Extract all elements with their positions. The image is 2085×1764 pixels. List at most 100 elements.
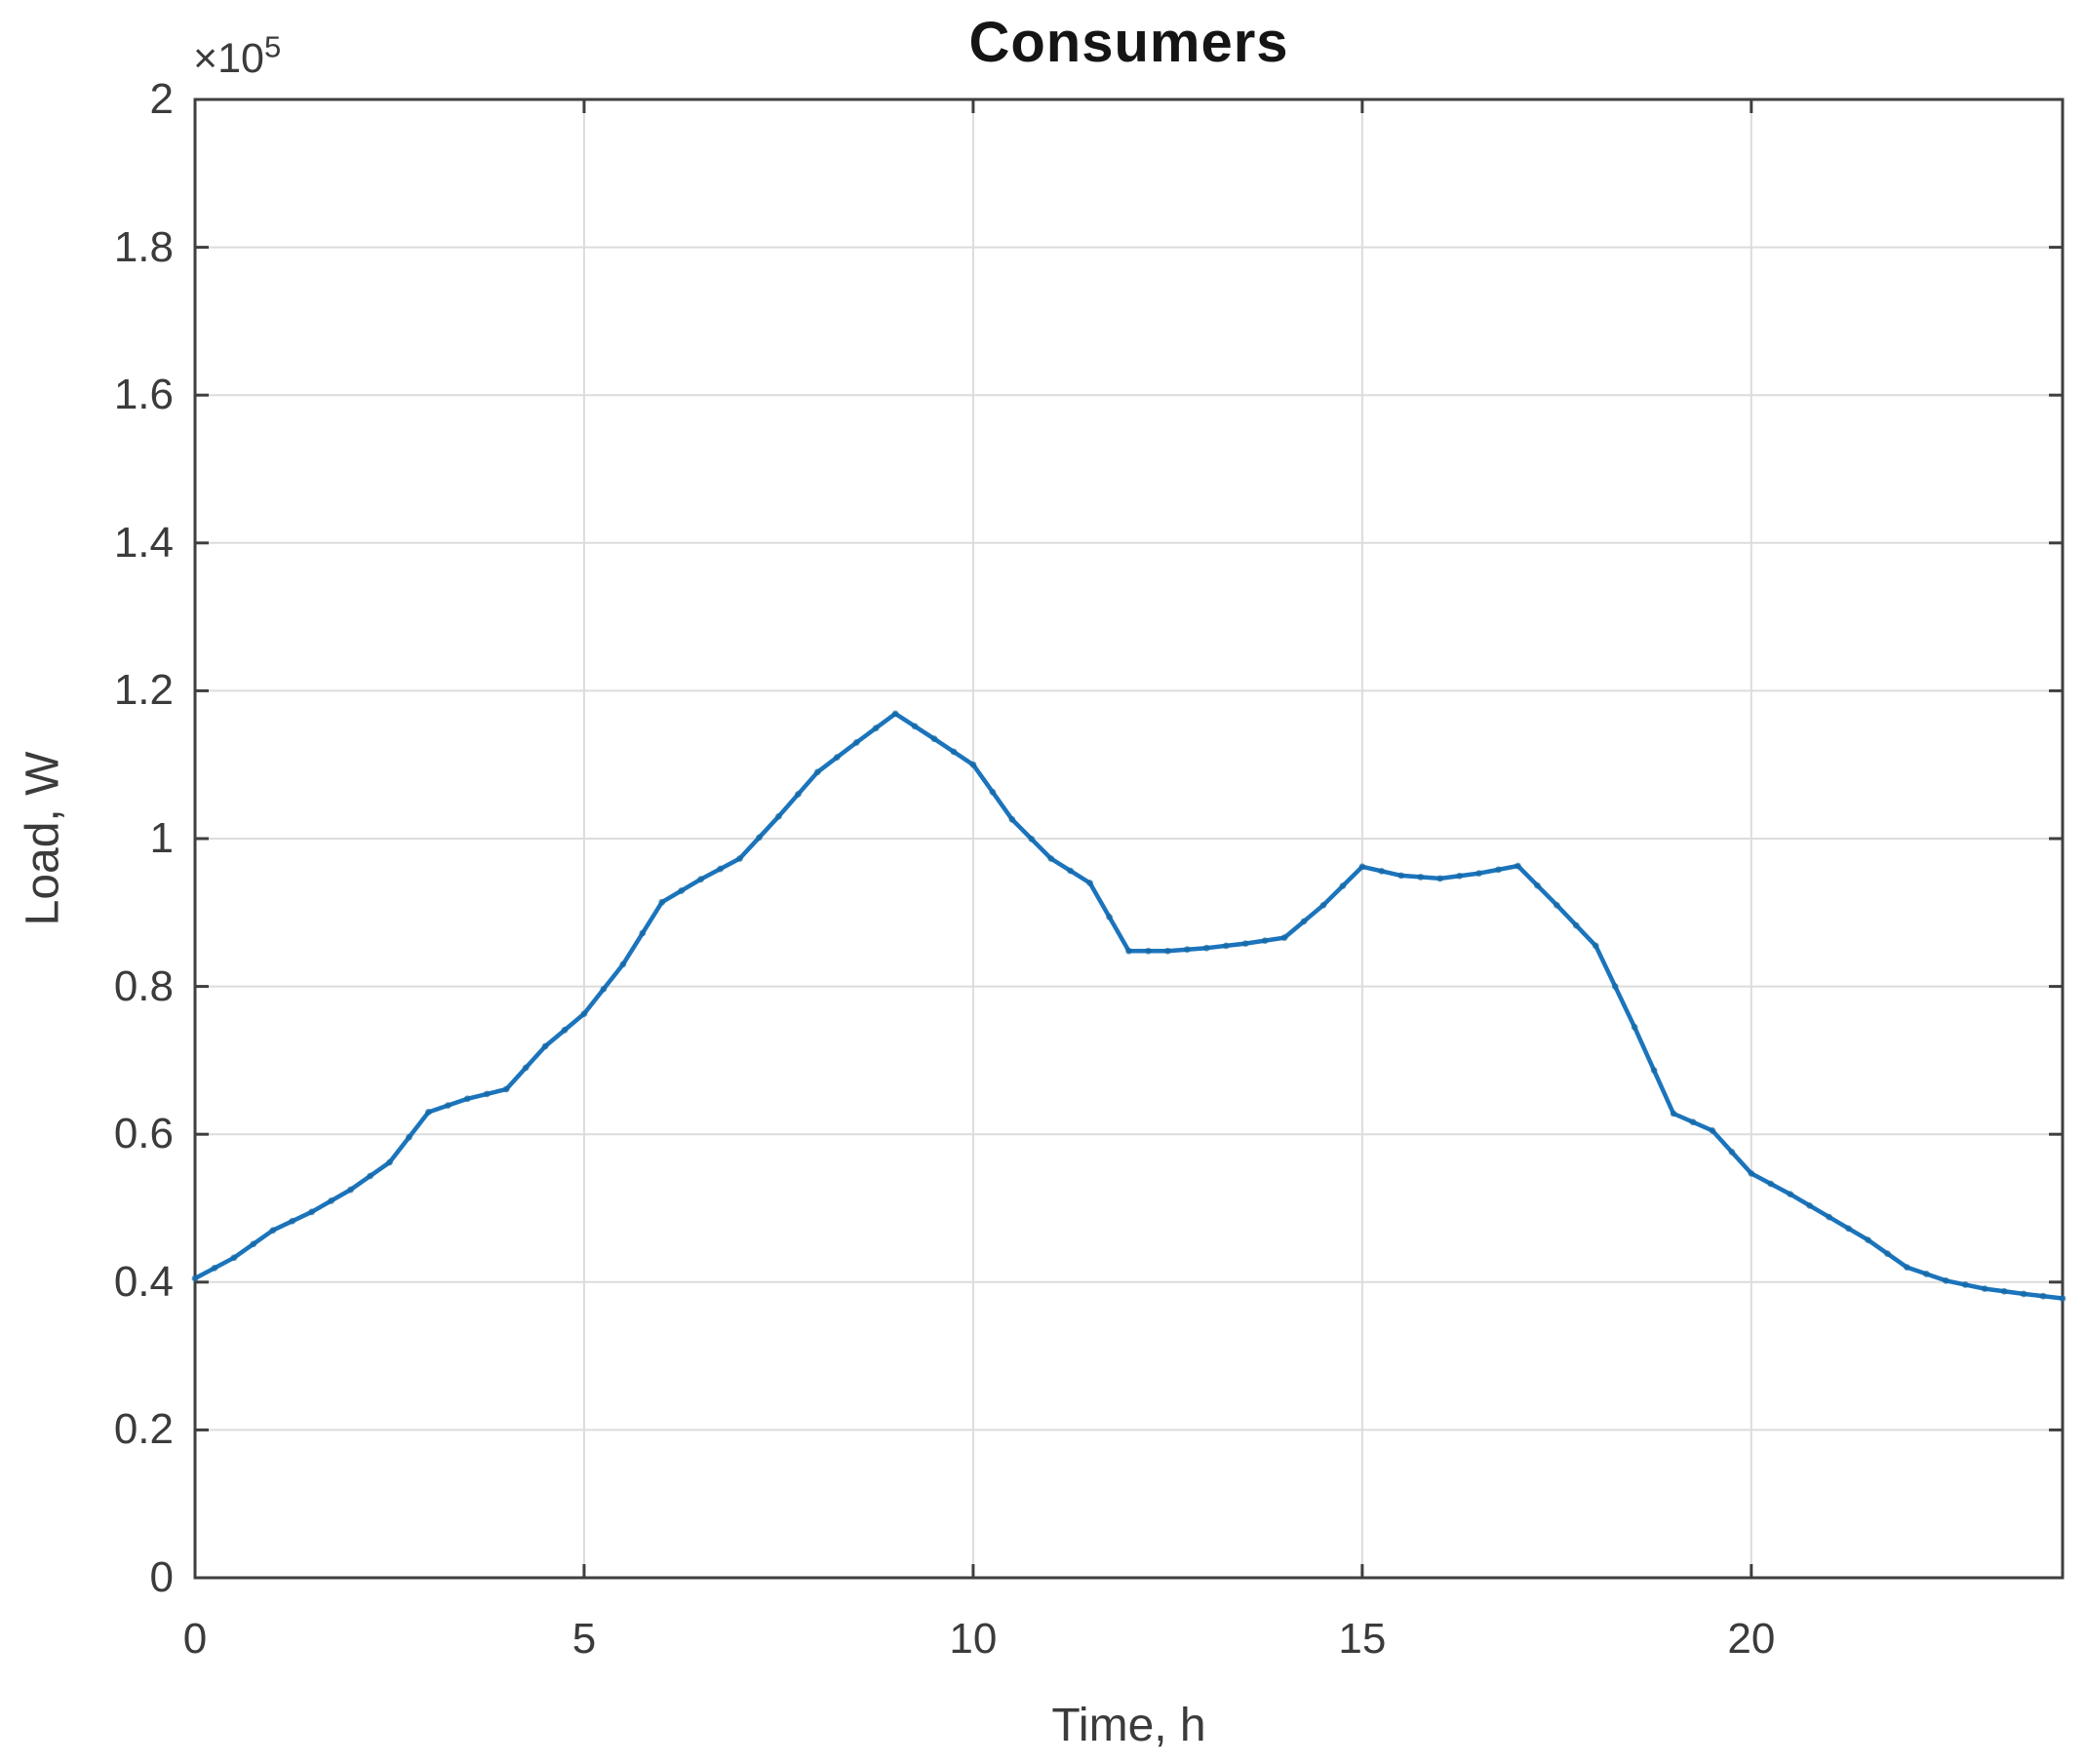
data-point-marker [1300, 918, 1308, 925]
data-point-marker [1125, 947, 1132, 955]
data-point-marker [1475, 870, 1482, 878]
data-point-marker [658, 898, 666, 906]
data-point-marker [1922, 1271, 1930, 1277]
data-point-marker [2020, 1290, 2027, 1298]
y-tick-label: 0.2 [113, 1405, 174, 1454]
data-point-marker [1748, 1169, 1755, 1177]
data-point-marker [191, 1274, 199, 1282]
data-point-marker [2039, 1292, 2047, 1300]
data-point-marker [541, 1042, 549, 1050]
data-point-marker [483, 1090, 491, 1098]
data-point-marker [756, 834, 763, 842]
y-tick-label: 0.8 [113, 961, 174, 1010]
data-point-marker [561, 1026, 569, 1034]
chart-title: Consumers [968, 11, 1289, 74]
data-point-marker [1028, 835, 1036, 843]
data-point-marker [1261, 937, 1269, 945]
data-point-marker [1145, 947, 1152, 955]
data-point-marker [1183, 946, 1191, 954]
data-point-marker [1241, 940, 1249, 948]
data-point-marker [1806, 1201, 1814, 1209]
data-point-marker [386, 1158, 393, 1166]
data-point-marker [969, 761, 977, 768]
data-point-marker [1280, 934, 1288, 941]
y-axis-exponent: ×105 [193, 32, 281, 83]
data-point-marker [1787, 1191, 1794, 1197]
x-tick-label: 5 [571, 1615, 597, 1663]
data-point-marker [424, 1109, 432, 1116]
data-point-marker [1572, 921, 1580, 929]
data-point-marker [1163, 947, 1171, 955]
data-point-marker [794, 791, 802, 798]
data-point-marker [1222, 942, 1230, 950]
data-point-marker [1047, 855, 1055, 862]
data-point-marker [911, 723, 919, 730]
data-point-marker [1339, 882, 1347, 889]
data-point-marker [230, 1254, 238, 1262]
data-point-marker [1358, 863, 1366, 871]
x-axis-label: Time, h [1051, 1700, 1206, 1751]
y-tick-label: 1.6 [113, 371, 174, 419]
data-point-marker [367, 1172, 374, 1180]
data-point-marker [1709, 1127, 1716, 1134]
data-point-marker [1378, 867, 1386, 875]
data-point-marker [639, 929, 647, 937]
data-point-marker [950, 748, 958, 756]
data-point-marker [269, 1227, 277, 1235]
data-point-marker [1845, 1225, 1852, 1233]
data-point-marker [891, 710, 899, 718]
data-point-marker [1611, 983, 1619, 990]
data-point-marker [717, 865, 724, 873]
data-point-marker [600, 985, 608, 993]
y-tick-label: 0.4 [113, 1257, 174, 1306]
x-tick-label: 20 [1727, 1615, 1776, 1663]
y-tick-label: 2 [149, 75, 174, 123]
data-point-marker [1553, 901, 1560, 909]
x-tick-label: 15 [1338, 1615, 1387, 1663]
data-point-marker [775, 812, 782, 820]
data-point-marker [1981, 1285, 1988, 1293]
y-tick-label: 1.8 [113, 222, 174, 271]
y-tick-label: 0 [149, 1553, 174, 1601]
data-point-marker [1592, 942, 1599, 950]
y-tick-label: 0.6 [113, 1110, 174, 1158]
data-point-marker [1067, 867, 1075, 875]
data-point-marker [1670, 1110, 1677, 1117]
data-point-marker [1631, 1023, 1638, 1031]
data-point-marker [1086, 880, 1094, 886]
data-point-marker [989, 788, 997, 796]
data-point-marker [1397, 872, 1405, 880]
data-point-marker [1106, 913, 1113, 921]
data-point-marker [444, 1102, 452, 1110]
data-point-marker [872, 725, 880, 732]
data-point-marker [328, 1197, 335, 1204]
data-point-marker [1942, 1276, 1949, 1284]
data-point-marker [619, 960, 627, 968]
y-axis-label: Load, W [17, 751, 69, 926]
data-point-marker [1436, 875, 1444, 882]
data-point-marker [1904, 1264, 1910, 1272]
data-point-marker [463, 1095, 471, 1103]
data-point-marker [1319, 901, 1327, 909]
data-point-marker [211, 1264, 218, 1272]
data-point-marker [1008, 815, 1016, 823]
data-point-marker [1826, 1213, 1833, 1221]
data-point-marker [502, 1085, 510, 1093]
y-tick-label: 1 [149, 814, 174, 862]
y-tick-label: 1.2 [113, 666, 174, 715]
data-point-marker [736, 855, 743, 862]
data-point-marker [1961, 1281, 1969, 1288]
data-point-marker [522, 1064, 530, 1072]
data-point-marker [1767, 1180, 1775, 1188]
data-point-marker [1202, 944, 1210, 952]
data-point-marker [1515, 862, 1521, 870]
data-point-marker [2059, 1295, 2066, 1302]
data-point-marker [1495, 866, 1502, 874]
y-tick-label: 1.4 [113, 518, 174, 567]
data-point-marker [1884, 1250, 1891, 1258]
load-series-line [192, 711, 2065, 1301]
x-tick-label: 0 [182, 1615, 208, 1663]
data-point-marker [1417, 874, 1425, 881]
